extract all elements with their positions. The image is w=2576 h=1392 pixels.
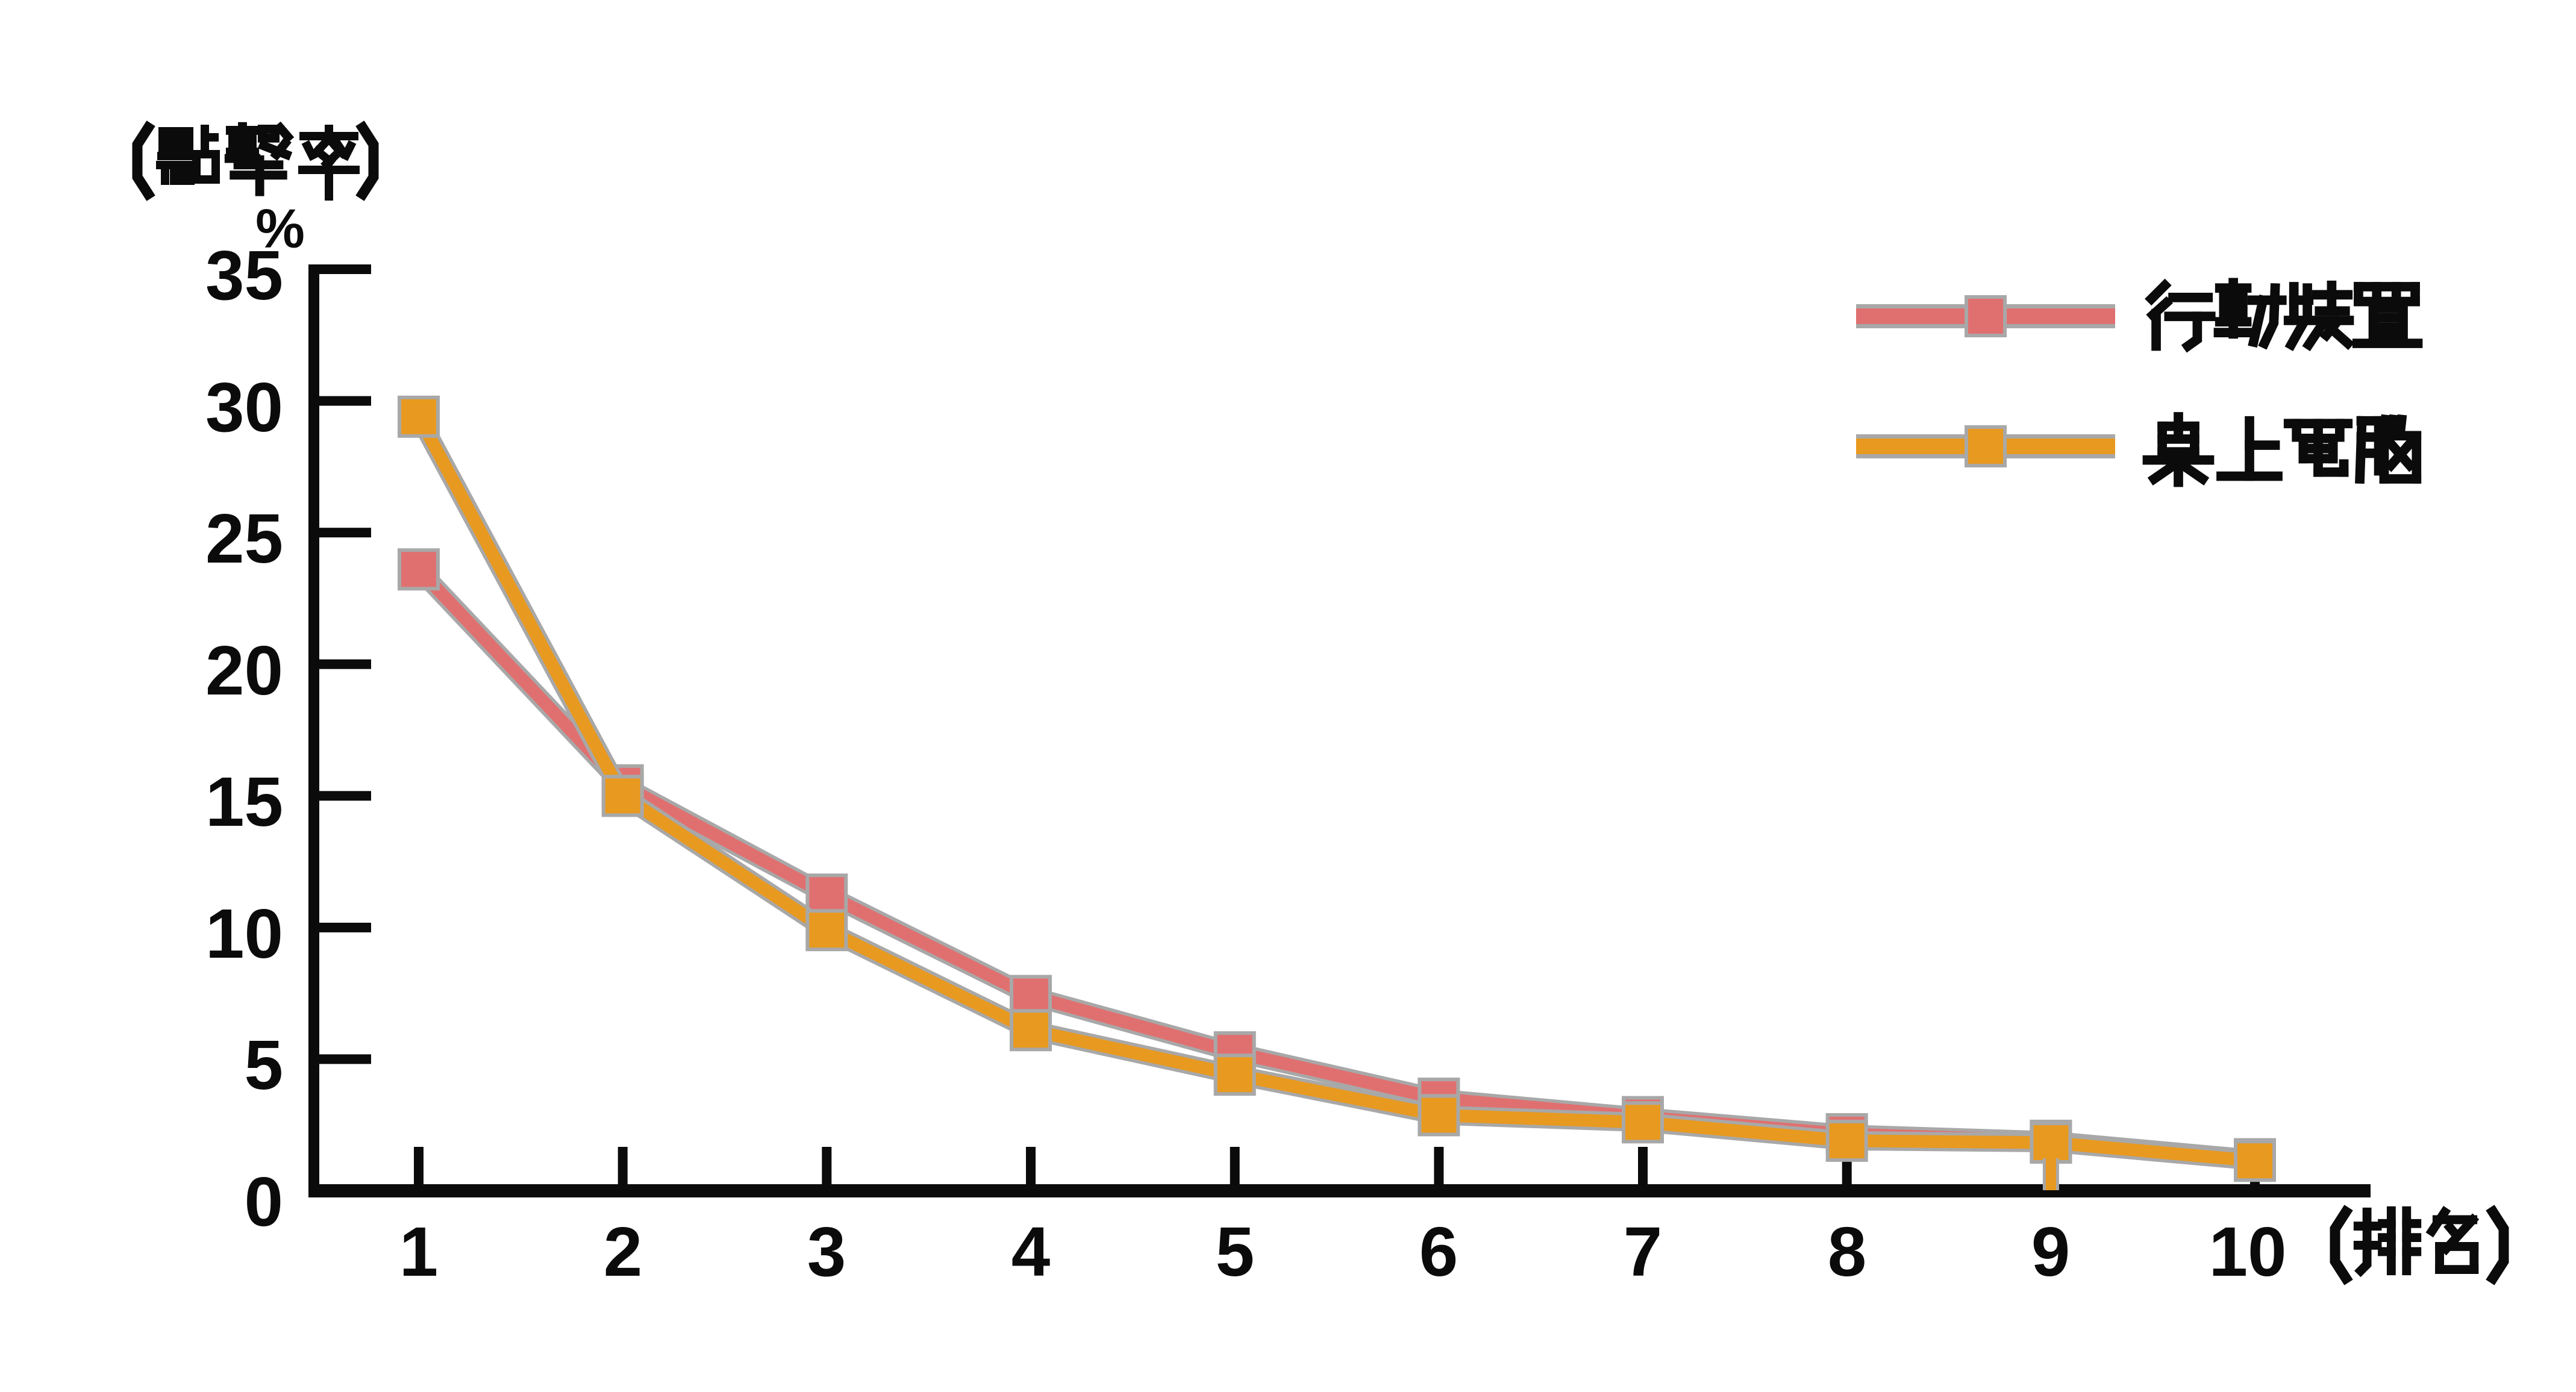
svg-text:5: 5 <box>244 1026 283 1104</box>
svg-text:1: 1 <box>399 1213 439 1291</box>
svg-text:9: 9 <box>2031 1213 2071 1291</box>
svg-text:25: 25 <box>205 499 283 578</box>
svg-text:10: 10 <box>205 894 283 973</box>
svg-text:%: % <box>255 198 305 260</box>
svg-text:20: 20 <box>205 631 283 710</box>
svg-text:30: 30 <box>205 368 283 446</box>
svg-text:6: 6 <box>1419 1213 1458 1291</box>
svg-text:0: 0 <box>244 1163 283 1241</box>
svg-text:15: 15 <box>205 763 283 841</box>
svg-text:5: 5 <box>1216 1213 1255 1291</box>
svg-text:8: 8 <box>1828 1213 1867 1291</box>
svg-text:2: 2 <box>604 1213 643 1291</box>
svg-text:3: 3 <box>807 1213 846 1291</box>
svg-text:4: 4 <box>1011 1213 1051 1291</box>
svg-text:10: 10 <box>2209 1213 2286 1291</box>
svg-text:7: 7 <box>1624 1213 1663 1291</box>
svg-text:35: 35 <box>205 236 283 314</box>
